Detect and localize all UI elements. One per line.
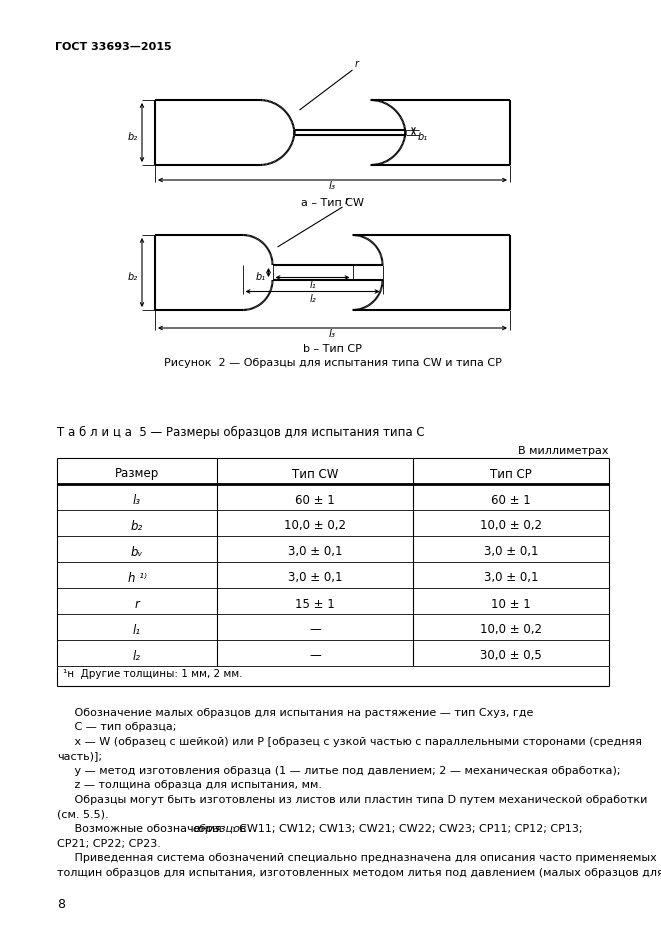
Text: Приведенная система обозначений специально предназначена для описания часто прим: Приведенная система обозначений специаль… [57,853,657,863]
Text: 10,0 ± 0,2: 10,0 ± 0,2 [284,519,346,533]
Text: l₃: l₃ [329,181,336,191]
Text: : CW11; CW12; CW13; CW21; CW22; CW23; CP11; CP12; CP13;: : CW11; CW12; CW13; CW21; CW22; CW23; CP… [232,824,582,834]
Text: Возможные обозначения: Возможные обозначения [57,824,225,834]
Text: 10 ± 1: 10 ± 1 [491,597,531,610]
Text: Рисунок  2 — Образцы для испытания типа CW и типа CP: Рисунок 2 — Образцы для испытания типа C… [163,358,502,368]
Text: В миллиметрах: В миллиметрах [518,446,609,456]
Text: y — метод изготовления образца (1 — литье под давлением; 2 — механическая обрабо: y — метод изготовления образца (1 — лить… [57,766,621,776]
Text: z — толщина образца для испытания, мм.: z — толщина образца для испытания, мм. [57,781,322,791]
Text: 10,0 ± 0,2: 10,0 ± 0,2 [480,623,542,636]
Text: Обозначение малых образцов для испытания на растяжение — тип Cхуз, где: Обозначение малых образцов для испытания… [57,708,533,718]
Text: CP21; CP22; CP23.: CP21; CP22; CP23. [57,839,161,849]
Text: 60 ± 1: 60 ± 1 [491,493,531,506]
Text: l₃: l₃ [133,493,141,506]
Text: 3,0 ± 0,1: 3,0 ± 0,1 [288,572,342,584]
Text: Тип CP: Тип CP [490,467,532,480]
Text: 60 ± 1: 60 ± 1 [295,493,335,506]
Text: Т а б л и ц а  5 — Размеры образцов для испытания типа С: Т а б л и ц а 5 — Размеры образцов для и… [57,426,424,439]
Text: ГОСТ 33693—2015: ГОСТ 33693—2015 [55,42,172,52]
Text: a – Тип CW: a – Тип CW [301,198,364,208]
Text: r: r [354,59,358,69]
Text: 8: 8 [57,898,65,911]
Text: 10,0 ± 0,2: 10,0 ± 0,2 [480,519,542,533]
Text: —: — [309,650,321,663]
Text: 3,0 ± 0,1: 3,0 ± 0,1 [484,546,538,559]
Text: Тип CW: Тип CW [292,467,338,480]
Text: x — W (образец с шейкой) или P [образец с узкой частью с параллельными сторонами: x — W (образец с шейкой) или P [образец … [57,737,642,747]
Text: b₂: b₂ [128,131,138,141]
Text: C — тип образца;: C — тип образца; [57,723,176,733]
Text: l₁: l₁ [133,623,141,636]
Text: b₁: b₁ [418,131,428,141]
Text: r: r [135,597,139,610]
Text: образцов: образцов [192,824,247,834]
Text: —: — [309,623,321,636]
Text: l₂: l₂ [309,294,316,303]
Text: b₂: b₂ [128,271,138,282]
Text: 3,0 ± 0,1: 3,0 ± 0,1 [288,546,342,559]
Text: Образцы могут быть изготовлены из листов или пластин типа D путем механической о: Образцы могут быть изготовлены из листов… [57,795,647,805]
Text: l₁: l₁ [309,280,316,289]
Text: h ¹⁾: h ¹⁾ [128,572,147,584]
Text: толщин образцов для испытания, изготовленных методом литья под давлением (малых : толщин образцов для испытания, изготовле… [57,868,661,878]
Text: (см. 5.5).: (см. 5.5). [57,810,108,820]
Text: b₂: b₂ [131,519,143,533]
Text: b₁: b₁ [255,271,266,282]
Text: l₃: l₃ [329,329,336,339]
Text: Размер: Размер [115,467,159,480]
Text: ¹ʜ  Другие толщины: 1 мм, 2 мм.: ¹ʜ Другие толщины: 1 мм, 2 мм. [63,669,243,679]
Text: 15 ± 1: 15 ± 1 [295,597,335,610]
Text: 30,0 ± 0,5: 30,0 ± 0,5 [480,650,542,663]
Text: 3,0 ± 0,1: 3,0 ± 0,1 [484,572,538,584]
Text: часть)];: часть)]; [57,752,102,762]
Text: l₂: l₂ [133,650,141,663]
Text: r: r [344,196,348,206]
Text: b – Тип CP: b – Тип CP [303,344,362,354]
Text: bᵥ: bᵥ [131,546,143,559]
